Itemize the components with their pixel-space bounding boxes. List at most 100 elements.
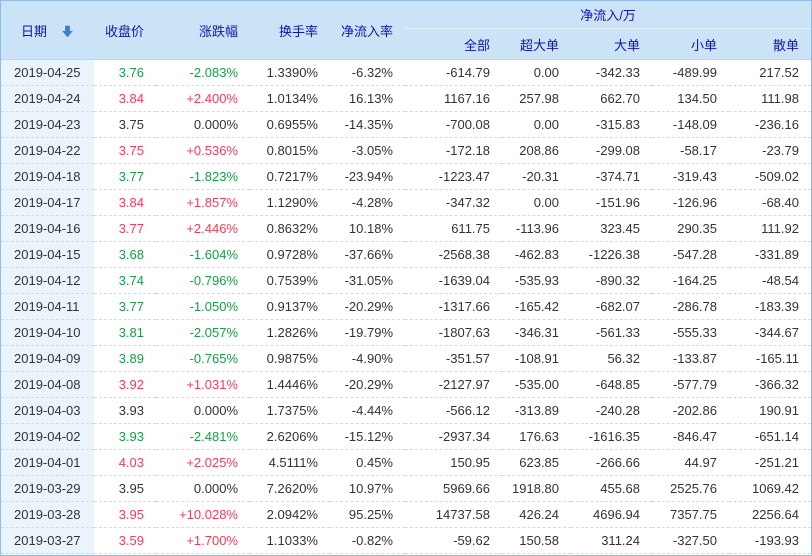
cell-inflow-large: -561.33 — [571, 319, 652, 346]
cell-close: 3.92 — [94, 371, 156, 398]
cell-inflow-small: -489.99 — [652, 59, 729, 86]
cell-inflow-small: -58.17 — [652, 137, 729, 164]
table-row: 2019-04-15 3.68 -1.604% 0.9728% -37.66% … — [1, 241, 811, 268]
col-header-date[interactable]: 日期 — [1, 1, 94, 60]
cell-inflow-all: -1223.47 — [405, 163, 502, 190]
cell-inflow-super-large: 257.98 — [502, 85, 571, 112]
cell-date: 2019-04-08 — [1, 371, 94, 398]
cell-net-inflow-rate: 10.18% — [330, 215, 405, 242]
cell-change: +1.700% — [156, 527, 250, 554]
cell-inflow-super-large: 623.85 — [502, 449, 571, 476]
cell-net-inflow-rate: -23.94% — [330, 163, 405, 190]
table-row: 2019-04-11 3.77 -1.050% 0.9137% -20.29% … — [1, 293, 811, 320]
col-header-large[interactable]: 大单 — [571, 28, 652, 60]
cell-inflow-large: -315.83 — [571, 111, 652, 138]
cell-turnover: 2.6206% — [250, 423, 330, 450]
col-header-all[interactable]: 全部 — [405, 28, 502, 60]
table-row: 2019-03-29 3.95 0.000% 7.2620% 10.97% 59… — [1, 475, 811, 502]
table-row: 2019-03-28 3.95 +10.028% 2.0942% 95.25% … — [1, 501, 811, 528]
cell-date: 2019-04-02 — [1, 423, 94, 450]
cell-inflow-small: 7357.75 — [652, 501, 729, 528]
cell-change: -0.765% — [156, 345, 250, 372]
cell-inflow-retail: 111.92 — [729, 215, 811, 242]
table-row: 2019-04-23 3.75 0.000% 0.6955% -14.35% -… — [1, 111, 811, 138]
cell-turnover: 0.8015% — [250, 137, 330, 164]
cell-inflow-small: -319.43 — [652, 163, 729, 190]
cell-inflow-all: -2127.97 — [405, 371, 502, 398]
cell-inflow-retail: -251.21 — [729, 449, 811, 476]
table-row: 2019-04-18 3.77 -1.823% 0.7217% -23.94% … — [1, 163, 811, 190]
cell-close: 3.75 — [94, 137, 156, 164]
cell-inflow-small: -547.28 — [652, 241, 729, 268]
cell-net-inflow-rate: 0.45% — [330, 449, 405, 476]
cell-inflow-large: -890.32 — [571, 267, 652, 294]
cell-turnover: 0.7217% — [250, 163, 330, 190]
cell-inflow-large: -342.33 — [571, 59, 652, 86]
col-header-turnover[interactable]: 换手率 — [250, 1, 330, 60]
cell-net-inflow-rate: -4.90% — [330, 345, 405, 372]
cell-inflow-all: 1167.16 — [405, 85, 502, 112]
cell-inflow-large: 455.68 — [571, 475, 652, 502]
cell-change: -1.604% — [156, 241, 250, 268]
cell-inflow-retail: -651.14 — [729, 423, 811, 450]
table-row: 2019-04-12 3.74 -0.796% 0.7539% -31.05% … — [1, 267, 811, 294]
cell-inflow-super-large: 150.58 — [502, 527, 571, 554]
cell-inflow-large: 4696.94 — [571, 501, 652, 528]
cell-inflow-all: 611.75 — [405, 215, 502, 242]
cell-date: 2019-04-12 — [1, 267, 94, 294]
cell-inflow-small: 134.50 — [652, 85, 729, 112]
col-header-retail[interactable]: 散单 — [729, 28, 811, 60]
cell-net-inflow-rate: -0.82% — [330, 527, 405, 554]
cell-inflow-retail: 2256.64 — [729, 501, 811, 528]
cell-inflow-retail: -366.32 — [729, 371, 811, 398]
cell-inflow-all: -566.12 — [405, 397, 502, 424]
cell-date: 2019-04-24 — [1, 85, 94, 112]
cell-inflow-retail: 1069.42 — [729, 475, 811, 502]
cell-inflow-large: 56.32 — [571, 345, 652, 372]
cell-date: 2019-04-23 — [1, 111, 94, 138]
cell-turnover: 0.8632% — [250, 215, 330, 242]
cell-net-inflow-rate: -4.28% — [330, 189, 405, 216]
cell-net-inflow-rate: -4.44% — [330, 397, 405, 424]
col-header-super-large[interactable]: 超大单 — [502, 28, 571, 60]
cell-change: -0.796% — [156, 267, 250, 294]
cell-inflow-super-large: -535.00 — [502, 371, 571, 398]
cell-turnover: 1.7375% — [250, 397, 330, 424]
cell-inflow-retail: -165.11 — [729, 345, 811, 372]
cell-inflow-super-large: -346.31 — [502, 319, 571, 346]
cell-date: 2019-04-16 — [1, 215, 94, 242]
cell-inflow-retail: 111.98 — [729, 85, 811, 112]
cell-inflow-retail: -509.02 — [729, 163, 811, 190]
cell-change: -1.823% — [156, 163, 250, 190]
cell-inflow-all: -2568.38 — [405, 241, 502, 268]
col-header-net-inflow-rate[interactable]: 净流入率 — [330, 1, 405, 60]
col-header-small[interactable]: 小单 — [652, 28, 729, 60]
cell-inflow-small: -126.96 — [652, 189, 729, 216]
cell-inflow-large: -682.07 — [571, 293, 652, 320]
table-row: 2019-04-10 3.81 -2.057% 1.2826% -19.79% … — [1, 319, 811, 346]
table-row: 2019-04-02 3.93 -2.481% 2.6206% -15.12% … — [1, 423, 811, 450]
cell-close: 4.03 — [94, 449, 156, 476]
col-header-change[interactable]: 涨跌幅 — [156, 1, 250, 60]
cell-date: 2019-04-11 — [1, 293, 94, 320]
cell-inflow-small: 290.35 — [652, 215, 729, 242]
col-header-close[interactable]: 收盘价 — [94, 1, 156, 60]
cell-net-inflow-rate: -37.66% — [330, 241, 405, 268]
cell-inflow-super-large: -20.31 — [502, 163, 571, 190]
cell-inflow-super-large: -108.91 — [502, 345, 571, 372]
cell-date: 2019-03-29 — [1, 475, 94, 502]
sort-desc-icon[interactable] — [61, 25, 74, 38]
cell-inflow-small: -202.86 — [652, 397, 729, 424]
cell-inflow-large: -648.85 — [571, 371, 652, 398]
cell-inflow-large: -374.71 — [571, 163, 652, 190]
cell-inflow-super-large: -535.93 — [502, 267, 571, 294]
cell-inflow-all: -1807.63 — [405, 319, 502, 346]
cell-change: 0.000% — [156, 475, 250, 502]
cell-change: +0.536% — [156, 137, 250, 164]
cell-close: 3.77 — [94, 163, 156, 190]
cell-inflow-large: -266.66 — [571, 449, 652, 476]
cell-close: 3.84 — [94, 85, 156, 112]
cell-close: 3.95 — [94, 501, 156, 528]
cell-inflow-all: -1317.66 — [405, 293, 502, 320]
